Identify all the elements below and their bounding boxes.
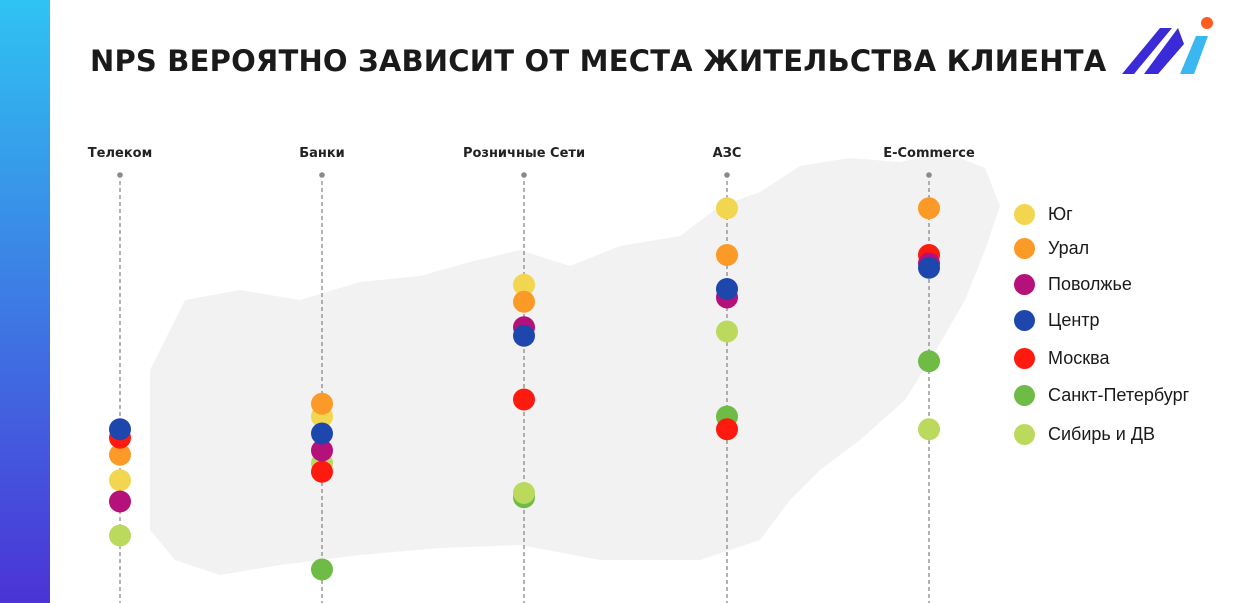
guide-dot [319, 172, 325, 178]
russia-map-background [150, 152, 1000, 575]
point-Урал-Телеком [109, 443, 131, 466]
point-Москва-Розничные Сети [513, 388, 535, 411]
legend-dot [1014, 385, 1035, 406]
logo-dot [1201, 17, 1213, 29]
legend-dot [1014, 348, 1035, 369]
point-Центр-Банки [311, 422, 333, 445]
point-Урал-E-Commerce [918, 197, 940, 220]
guide-dot [724, 172, 730, 178]
legend-dot [1014, 204, 1035, 225]
point-Сибирь и ДВ-АЗС [716, 320, 738, 343]
legend-dot [1014, 310, 1035, 331]
legend-label: Москва [1048, 348, 1110, 368]
map-silhouette [150, 152, 1000, 575]
point-Санкт-Петербург-Банки [311, 558, 333, 581]
legend-label: Юг [1048, 204, 1073, 224]
point-Центр-E-Commerce [918, 256, 940, 279]
category-label: Телеком [88, 146, 152, 161]
side-stripe [0, 0, 50, 603]
legend-dot [1014, 424, 1035, 445]
point-Урал-Банки [311, 392, 333, 415]
category-label: Банки [299, 146, 345, 161]
point-Центр-АЗС [716, 278, 738, 300]
point-Поволжье-Банки [311, 439, 333, 462]
column-1: Банки [299, 146, 345, 603]
point-Центр-Розничные Сети [513, 324, 535, 347]
legend-dot [1014, 238, 1035, 259]
point-Поволжье-Телеком [109, 490, 131, 513]
point-Сибирь и ДВ-Телеком [109, 524, 131, 547]
logo-stroke-left [1122, 28, 1172, 74]
category-label: E-Commerce [883, 146, 975, 161]
point-Москва-Банки [311, 460, 333, 483]
point-Урал-Розничные Сети [513, 290, 535, 313]
category-label: АЗС [713, 146, 742, 161]
point-Юг-Розничные Сети [513, 273, 535, 296]
guide-dot [926, 172, 932, 178]
logo-stroke-right [1180, 36, 1208, 74]
point-Урал-АЗС [716, 244, 738, 266]
page-title: NPS ВЕРОЯТНО ЗАВИСИТ ОТ МЕСТА ЖИТЕЛЬСТВА… [90, 44, 1107, 78]
legend-dot [1014, 274, 1035, 295]
legend-label: Сибирь и ДВ [1048, 424, 1156, 444]
legend-label: Урал [1048, 238, 1090, 258]
legend-label: Поволжье [1048, 274, 1132, 294]
guide-dot [521, 172, 527, 178]
point-Санкт-Петербург-E-Commerce [918, 350, 940, 373]
point-Юг-Телеком [109, 469, 131, 492]
logo-stroke-mid [1144, 28, 1184, 74]
legend-label: Центр [1048, 310, 1100, 330]
chart-points [109, 197, 940, 581]
point-Сибирь и ДВ-Розничные Сети [513, 482, 535, 504]
legend-label: Санкт-Петербург [1048, 385, 1190, 405]
point-Москва-АЗС [716, 418, 738, 441]
guide-dot [117, 172, 123, 178]
brand-logo [1122, 17, 1213, 74]
category-label: Розничные Сети [463, 146, 585, 161]
point-Юг-АЗС [716, 197, 738, 220]
point-Сибирь и ДВ-E-Commerce [918, 418, 940, 441]
point-Центр-Телеком [109, 418, 131, 441]
